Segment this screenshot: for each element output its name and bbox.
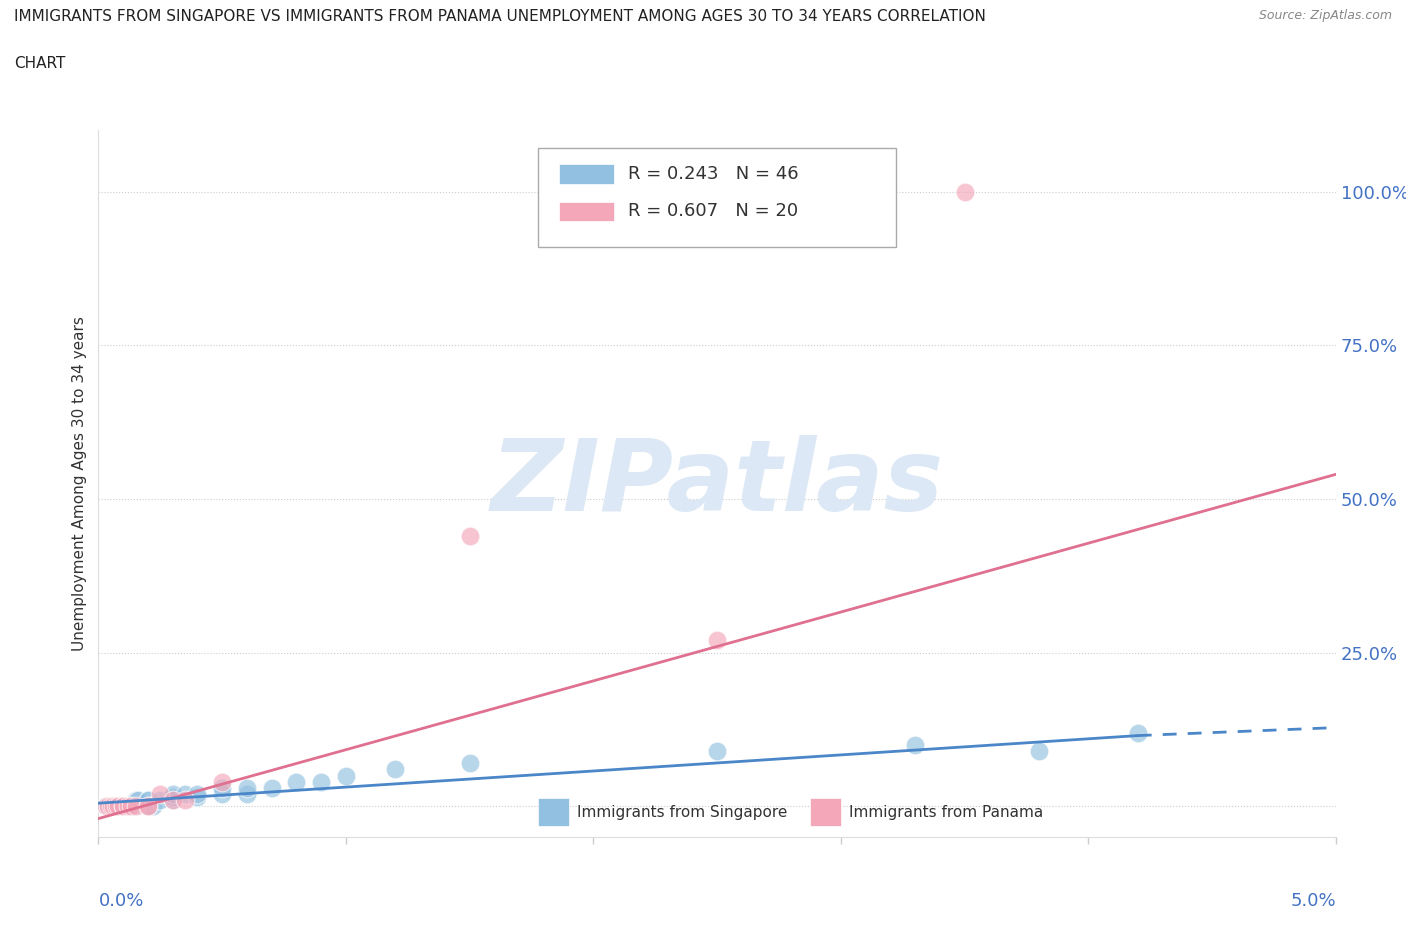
Point: [136, 799, 159, 814]
Point: [1126, 725, 1149, 740]
Point: [112, 799, 135, 814]
Point: [162, 790, 184, 804]
Point: [104, 799, 127, 814]
Point: [112, 799, 135, 814]
Point: [127, 792, 149, 807]
Point: [285, 775, 308, 790]
Point: [112, 799, 135, 814]
Point: [953, 184, 976, 199]
Text: R = 0.607   N = 20: R = 0.607 N = 20: [628, 203, 799, 220]
FancyBboxPatch shape: [537, 798, 568, 827]
Text: 0.0%: 0.0%: [98, 892, 143, 910]
Point: [100, 799, 122, 814]
Point: [97, 799, 120, 814]
Point: [107, 799, 129, 814]
Point: [103, 799, 125, 814]
Point: [136, 799, 159, 814]
Point: [186, 790, 208, 804]
Point: [100, 799, 122, 814]
Point: [162, 787, 184, 802]
FancyBboxPatch shape: [558, 164, 614, 184]
Point: [122, 799, 145, 814]
Point: [136, 792, 159, 807]
Point: [186, 787, 208, 802]
Point: [100, 799, 122, 814]
Y-axis label: Unemployment Among Ages 30 to 34 years: Unemployment Among Ages 30 to 34 years: [72, 316, 87, 651]
FancyBboxPatch shape: [810, 798, 841, 827]
FancyBboxPatch shape: [558, 202, 614, 221]
Point: [149, 787, 172, 802]
Point: [94, 799, 117, 814]
Point: [120, 799, 142, 814]
Point: [149, 792, 172, 807]
Point: [110, 799, 132, 814]
Point: [706, 633, 728, 648]
Point: [117, 799, 139, 814]
FancyBboxPatch shape: [537, 148, 897, 246]
Text: Immigrants from Panama: Immigrants from Panama: [849, 804, 1043, 819]
Point: [136, 799, 159, 814]
Text: ZIPatlas: ZIPatlas: [491, 435, 943, 532]
Point: [458, 756, 481, 771]
Point: [174, 787, 197, 802]
Point: [1028, 743, 1050, 758]
Point: [174, 792, 197, 807]
Point: [94, 799, 117, 814]
Point: [142, 799, 165, 814]
Text: Immigrants from Singapore: Immigrants from Singapore: [578, 804, 787, 819]
Point: [260, 780, 283, 795]
Point: [211, 780, 233, 795]
Point: [211, 775, 233, 790]
Point: [104, 799, 127, 814]
Point: [162, 792, 184, 807]
Point: [124, 799, 146, 814]
Point: [107, 799, 129, 814]
Text: CHART: CHART: [14, 56, 66, 71]
Point: [112, 799, 135, 814]
Point: [112, 799, 135, 814]
Point: [117, 799, 139, 814]
Point: [309, 775, 332, 790]
Point: [458, 528, 481, 543]
Point: [706, 743, 728, 758]
Point: [97, 799, 120, 814]
Point: [236, 780, 259, 795]
Point: [103, 799, 125, 814]
Point: [112, 799, 135, 814]
Point: [124, 792, 146, 807]
Text: Source: ZipAtlas.com: Source: ZipAtlas.com: [1258, 9, 1392, 22]
Point: [104, 799, 127, 814]
Text: 5.0%: 5.0%: [1291, 892, 1336, 910]
Point: [211, 787, 233, 802]
Point: [136, 792, 159, 807]
Point: [120, 799, 142, 814]
Point: [136, 799, 159, 814]
Point: [107, 799, 129, 814]
Text: IMMIGRANTS FROM SINGAPORE VS IMMIGRANTS FROM PANAMA UNEMPLOYMENT AMONG AGES 30 T: IMMIGRANTS FROM SINGAPORE VS IMMIGRANTS …: [14, 9, 986, 24]
Point: [384, 762, 406, 777]
Point: [335, 768, 357, 783]
Text: R = 0.243   N = 46: R = 0.243 N = 46: [628, 165, 799, 183]
Point: [162, 792, 184, 807]
Point: [103, 799, 125, 814]
Point: [904, 737, 927, 752]
Point: [236, 787, 259, 802]
